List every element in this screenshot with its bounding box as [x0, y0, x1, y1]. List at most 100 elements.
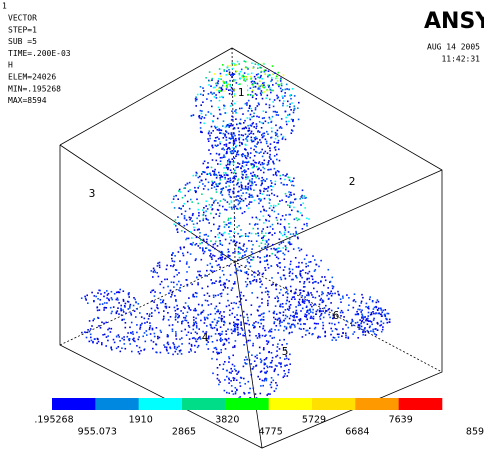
vector-dot: [254, 224, 256, 226]
vector-dot: [275, 254, 277, 256]
vector-dot: [262, 237, 264, 239]
vector-dot: [377, 323, 379, 325]
vector-dot: [247, 320, 249, 322]
vector-dot: [201, 180, 203, 182]
vector-dot: [239, 242, 241, 244]
vector-dot: [234, 127, 236, 129]
vector-dot: [240, 292, 242, 294]
vector-dot: [261, 248, 263, 250]
vector-dot: [375, 306, 377, 308]
vector-dot: [372, 331, 374, 333]
vector-dot: [216, 153, 218, 155]
vector-dot: [246, 205, 248, 207]
vector-dot: [277, 84, 279, 86]
vector-dot: [217, 245, 219, 247]
legend-swatch: [312, 398, 356, 410]
vector-dot: [315, 297, 317, 299]
vector-dot: [264, 364, 266, 366]
vector-dot: [255, 393, 257, 395]
vector-dot: [257, 67, 259, 69]
vector-dot: [228, 185, 230, 187]
vector-dot: [271, 352, 273, 354]
vector-dot: [256, 152, 258, 154]
vector-dot: [241, 165, 243, 167]
vector-dot: [288, 223, 290, 225]
vector-dot: [243, 122, 245, 124]
vector-dot: [246, 363, 248, 365]
vector-dot: [259, 278, 261, 280]
vector-dot: [365, 320, 367, 322]
vector-dot: [259, 281, 261, 283]
vector-dot: [266, 357, 268, 359]
vector-dot: [163, 310, 165, 312]
vector-dot: [246, 235, 248, 237]
vector-dot: [294, 326, 296, 328]
vector-dot: [346, 320, 348, 322]
vector-dot: [361, 313, 363, 315]
vector-dot: [218, 88, 220, 90]
vector-dot: [276, 154, 278, 156]
vector-dot: [110, 307, 112, 309]
vector-dot: [278, 251, 280, 253]
vector-dot: [277, 343, 279, 345]
vector-dot: [220, 326, 222, 328]
vector-dot: [167, 334, 169, 336]
vector-dot: [283, 330, 285, 332]
vector-dot: [271, 277, 273, 279]
vector-dot: [229, 191, 231, 193]
vector-dot: [225, 182, 227, 184]
vector-dot: [291, 119, 293, 121]
vector-dot: [214, 87, 216, 89]
vector-dot: [302, 228, 304, 230]
vector-dot: [358, 324, 360, 326]
vector-dot: [232, 308, 234, 310]
vector-dot: [274, 211, 276, 213]
vector-dot: [223, 90, 225, 92]
vector-dot: [261, 370, 263, 372]
vector-dot: [114, 293, 116, 295]
vector-dot: [99, 309, 101, 311]
vector-dot: [244, 72, 246, 74]
vector-dot: [270, 169, 272, 171]
vector-dot: [269, 150, 271, 152]
vector-dot: [221, 259, 223, 261]
vector-dot: [283, 136, 285, 138]
vector-dot: [306, 255, 308, 257]
vector-dot: [122, 319, 124, 321]
vector-dot: [90, 337, 92, 339]
vector-dot: [128, 338, 130, 340]
vector-dot: [247, 261, 249, 263]
vector-dot: [332, 293, 334, 295]
vector-dot: [286, 364, 288, 366]
vector-dot: [294, 324, 296, 326]
vector-dot: [275, 138, 277, 140]
vector-dot: [276, 296, 278, 298]
vector-dot: [277, 130, 279, 132]
vector-dot: [196, 199, 198, 201]
vector-dot: [264, 256, 266, 258]
vector-dot: [354, 331, 356, 333]
vector-dot: [268, 393, 270, 395]
vector-dot: [248, 236, 250, 238]
vector-dot: [119, 340, 121, 342]
vector-dot: [302, 308, 304, 310]
vector-dot: [246, 323, 248, 325]
vector-dot: [308, 218, 310, 220]
vector-dot: [258, 322, 260, 324]
vector-dot: [214, 186, 216, 188]
vector-dot: [271, 189, 273, 191]
vector-dot: [212, 328, 214, 330]
vector-dot: [116, 336, 118, 338]
vector-dot: [234, 251, 236, 253]
vector-dot: [250, 281, 252, 283]
vector-dot: [242, 153, 244, 155]
vector-dot: [87, 329, 89, 331]
vector-dot: [172, 252, 174, 254]
legend-swatch: [139, 398, 183, 410]
vector-dot: [138, 339, 140, 341]
vector-dot: [210, 85, 212, 87]
vector-dot: [188, 332, 190, 334]
vector-dot: [186, 271, 188, 273]
vector-dot: [316, 264, 318, 266]
vector-dot: [190, 253, 192, 255]
